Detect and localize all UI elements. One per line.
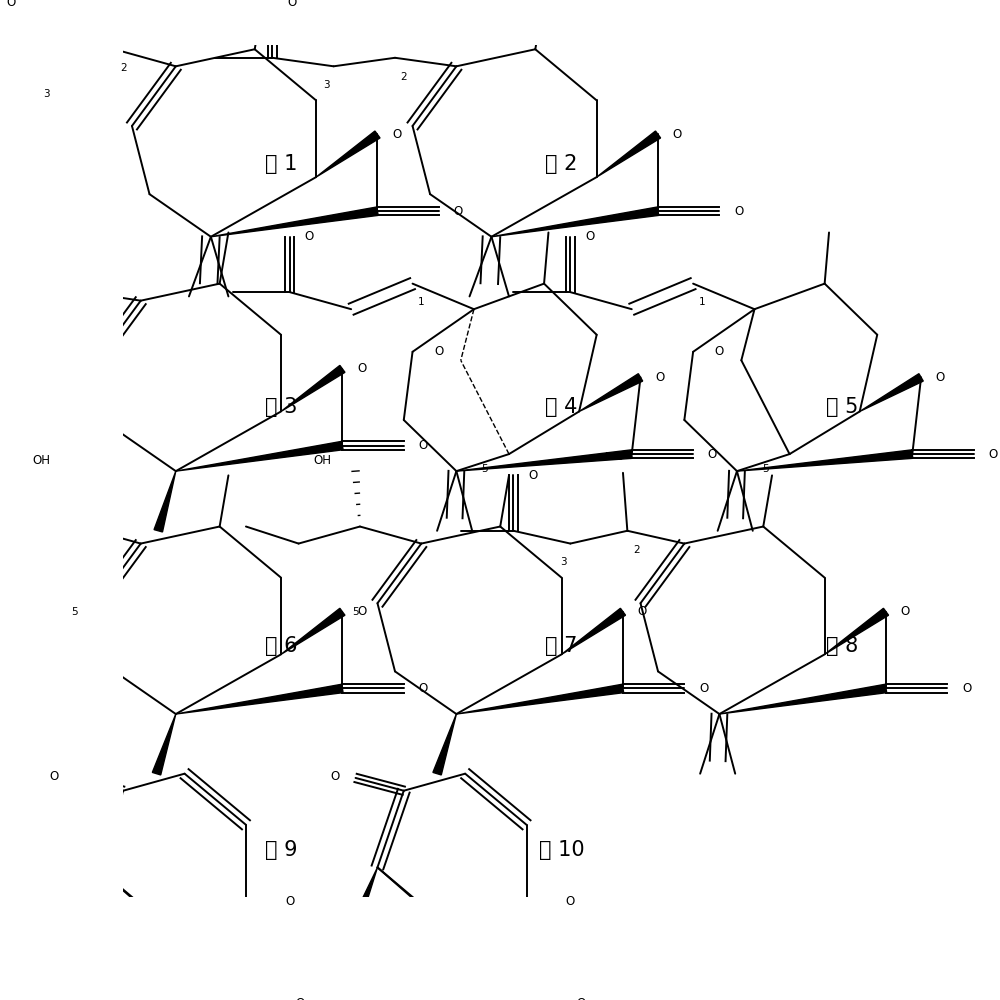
Polygon shape — [737, 450, 913, 471]
Polygon shape — [719, 684, 887, 714]
Polygon shape — [579, 374, 643, 411]
Polygon shape — [465, 944, 487, 1000]
Polygon shape — [211, 207, 378, 237]
Text: 式 2: 式 2 — [545, 154, 578, 174]
Text: O: O — [418, 682, 428, 695]
Text: O: O — [287, 0, 296, 9]
Text: O: O — [285, 895, 294, 908]
Text: 3: 3 — [43, 89, 49, 99]
Text: 式 10: 式 10 — [539, 840, 584, 860]
Text: 式 5: 式 5 — [826, 397, 858, 417]
Text: O: O — [708, 448, 717, 461]
Text: 式 7: 式 7 — [545, 636, 578, 656]
Text: O: O — [528, 469, 537, 482]
Text: O: O — [49, 770, 59, 783]
Text: O: O — [330, 770, 339, 783]
Text: 5: 5 — [481, 464, 488, 474]
Polygon shape — [433, 714, 456, 775]
Polygon shape — [456, 684, 624, 714]
Polygon shape — [597, 131, 661, 177]
Polygon shape — [152, 714, 176, 775]
Text: O: O — [734, 205, 743, 218]
Text: O: O — [936, 371, 945, 384]
Text: O: O — [988, 448, 998, 461]
Text: 式 3: 式 3 — [265, 397, 297, 417]
Text: O: O — [901, 605, 910, 618]
Polygon shape — [154, 471, 176, 532]
Polygon shape — [860, 374, 923, 411]
Text: 5: 5 — [72, 607, 78, 617]
Text: 1: 1 — [418, 297, 425, 307]
Text: O: O — [566, 895, 575, 908]
Text: 1: 1 — [699, 297, 705, 307]
Polygon shape — [316, 131, 380, 177]
Text: O: O — [357, 605, 366, 618]
Text: 5: 5 — [762, 464, 768, 474]
Polygon shape — [176, 441, 343, 471]
Polygon shape — [176, 684, 343, 714]
Text: O: O — [673, 128, 682, 141]
Text: O: O — [638, 605, 647, 618]
Text: 2: 2 — [633, 545, 639, 555]
Text: O: O — [715, 345, 724, 358]
Text: 3: 3 — [560, 557, 567, 567]
Polygon shape — [281, 608, 345, 654]
Text: O: O — [357, 362, 366, 375]
Text: 2: 2 — [400, 72, 407, 82]
Text: O: O — [434, 345, 443, 358]
Text: O: O — [418, 439, 428, 452]
Text: 式 9: 式 9 — [265, 840, 297, 860]
Text: 2: 2 — [120, 63, 127, 73]
Polygon shape — [491, 207, 659, 237]
Text: O: O — [585, 230, 594, 243]
Text: O: O — [699, 682, 708, 695]
Text: OH: OH — [32, 454, 50, 467]
Text: O: O — [392, 128, 401, 141]
Text: 5: 5 — [352, 607, 359, 617]
Text: AcO: AcO — [603, 452, 625, 462]
Text: 式 6: 式 6 — [265, 636, 297, 656]
Polygon shape — [185, 944, 206, 1000]
Polygon shape — [71, 867, 97, 924]
Text: O: O — [962, 682, 971, 695]
Polygon shape — [825, 608, 889, 654]
Text: 式 1: 式 1 — [265, 154, 297, 174]
Text: O: O — [304, 230, 314, 243]
Polygon shape — [71, 471, 79, 527]
Text: 式 4: 式 4 — [545, 397, 578, 417]
Text: O: O — [655, 371, 664, 384]
Polygon shape — [456, 450, 632, 471]
Text: 式 8: 式 8 — [826, 636, 858, 656]
Text: O: O — [576, 997, 586, 1000]
Text: OH: OH — [313, 454, 331, 467]
Polygon shape — [562, 608, 626, 654]
Polygon shape — [281, 365, 345, 411]
Text: O: O — [296, 997, 305, 1000]
Text: O: O — [454, 205, 463, 218]
Polygon shape — [351, 867, 377, 924]
Text: 3: 3 — [323, 80, 330, 90]
Text: O: O — [6, 0, 16, 9]
